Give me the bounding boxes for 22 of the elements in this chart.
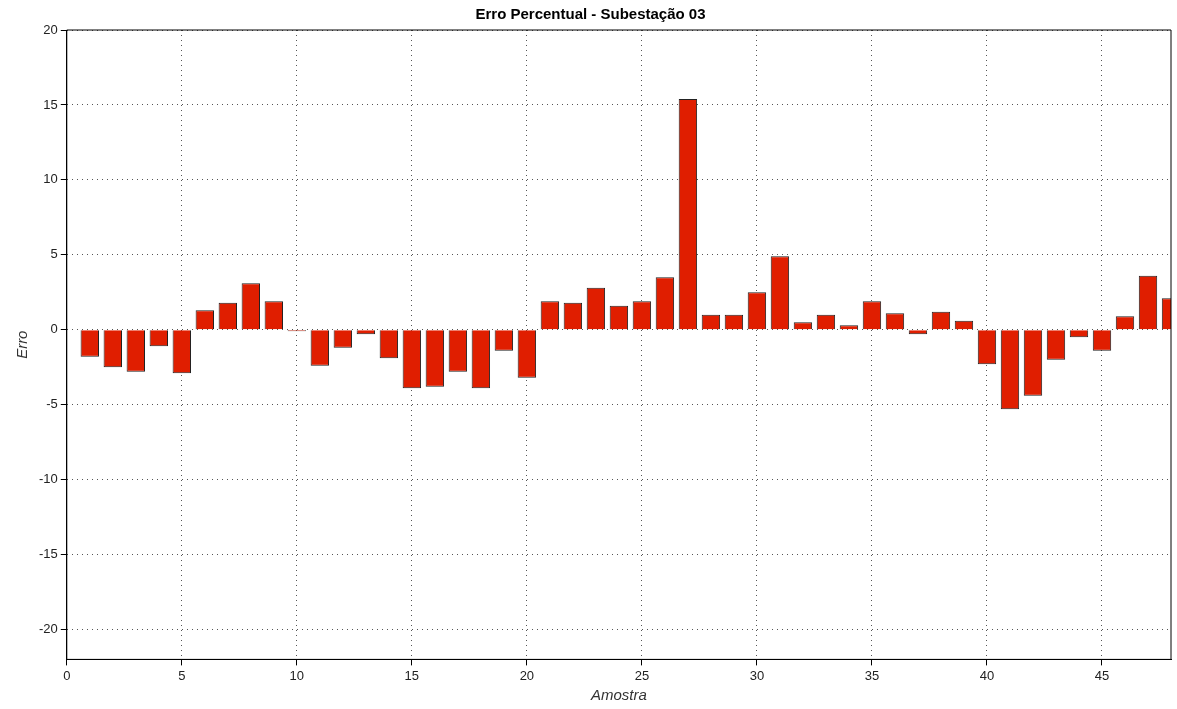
y-tick-label: 15 — [43, 96, 58, 112]
x-tick-label: 35 — [864, 667, 880, 683]
y-tick-label: -20 — [38, 621, 58, 637]
y-tick-label: -5 — [46, 396, 58, 412]
y-tick-label: -10 — [38, 471, 58, 487]
x-axis-title: Amostra — [589, 686, 647, 704]
x-tick-label: 40 — [979, 667, 995, 683]
y-axis-title: Erro — [13, 330, 31, 359]
x-tick-label: 45 — [1094, 667, 1110, 683]
x-tick-label: 15 — [404, 667, 420, 683]
x-tick-label: 20 — [519, 667, 535, 683]
y-tick-label: 10 — [43, 171, 58, 187]
y-tick-label: 5 — [50, 246, 58, 262]
x-tick-label: 10 — [289, 667, 305, 683]
y-tick-label: -15 — [38, 546, 58, 562]
x-tick-label: 25 — [634, 667, 650, 683]
x-tick-label: 30 — [749, 667, 765, 683]
chart-title: Erro Percentual - Subestação 03 — [475, 5, 706, 23]
x-tick-label: 0 — [63, 667, 71, 683]
x-tick-label: 5 — [178, 667, 186, 683]
y-tick-label: 0 — [50, 321, 58, 337]
y-tick-label: 20 — [43, 21, 58, 37]
